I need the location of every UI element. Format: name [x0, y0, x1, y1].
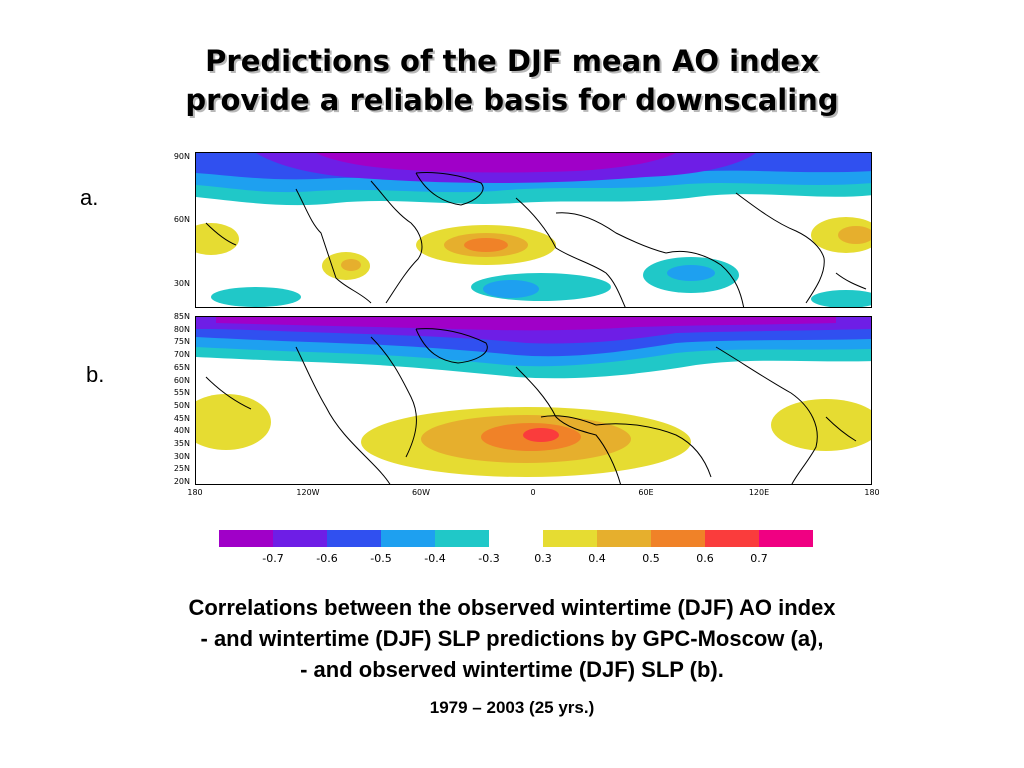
panel-a-map	[195, 152, 872, 308]
lat-tick: 25N	[173, 464, 190, 474]
lat-tick: 70N	[173, 350, 190, 360]
lon-tick: 120W	[296, 488, 320, 497]
lon-tick: 180	[864, 488, 880, 497]
colorbar-swatch	[381, 530, 435, 547]
colorbar-label: -0.5	[370, 552, 392, 565]
title-line-1: Predictions of the DJF mean AO index	[205, 44, 819, 78]
lat-tick: 60N	[173, 215, 190, 224]
panel-a-label: a.	[80, 185, 99, 210]
lon-tick: 180	[187, 488, 203, 497]
lon-tick: 0	[530, 488, 536, 497]
colorbar-negative	[219, 530, 489, 547]
panel-a: 90N 60N 30N	[160, 152, 890, 312]
colorbar-label: 0.6	[696, 552, 714, 565]
lat-tick: 20N	[173, 477, 190, 486]
panel-a-correlation-field	[196, 153, 871, 307]
lat-tick: 90N	[173, 152, 190, 161]
colorbar-positive	[543, 530, 813, 547]
lat-tick: 30N	[173, 451, 190, 461]
lat-tick: 85N	[173, 312, 190, 321]
colorbar-label: -0.3	[478, 552, 500, 565]
lat-tick: 45N	[173, 413, 190, 423]
figure-caption: Correlations between the observed winter…	[0, 592, 1024, 685]
panel-b-map	[195, 316, 872, 485]
lat-tick: 65N	[173, 362, 190, 372]
lat-tick: 40N	[173, 426, 190, 436]
colorbar-swatch	[543, 530, 597, 547]
colorbar-swatch	[705, 530, 759, 547]
colorbar-swatch	[759, 530, 813, 547]
lat-tick: 75N	[173, 337, 190, 347]
lat-tick: 50N	[173, 400, 190, 410]
caption-years: 1979 – 2003 (25 yrs.)	[429, 698, 595, 717]
colorbar-swatch	[273, 530, 327, 547]
lon-tick: 120E	[748, 488, 770, 497]
colorbar-swatch	[219, 530, 273, 547]
colorbar-swatch	[435, 530, 489, 547]
panel-b-label: b.	[86, 362, 105, 387]
lat-tick: 80N	[173, 324, 190, 334]
colorbar-label: 0.7	[750, 552, 768, 565]
colorbar-label: 0.3	[534, 552, 552, 565]
colorbar-swatch	[597, 530, 651, 547]
colorbar-label: 0.4	[588, 552, 606, 565]
title-line-2: provide a reliable basis for downscaling	[185, 83, 839, 117]
slide-title: Predictions of the DJF mean AO index pro…	[0, 42, 1024, 120]
lat-tick: 60N	[173, 375, 190, 385]
panel-b: 85N 80N 75N 70N 65N 60N 55N 50N 45N 40N …	[160, 312, 890, 502]
colorbar-swatch	[327, 530, 381, 547]
lat-tick: 35N	[173, 439, 190, 448]
lat-tick: 30N	[173, 279, 190, 288]
lon-tick: 60E	[638, 488, 654, 497]
caption-line-1: Correlations between the observed winter…	[188, 595, 836, 620]
colorbar-label: 0.5	[642, 552, 660, 565]
lat-tick: 55N	[173, 388, 190, 398]
colorbar-label: -0.7	[262, 552, 284, 565]
lon-tick: 60W	[411, 488, 431, 497]
caption-line-2: - and wintertime (DJF) SLP predictions b…	[200, 626, 824, 651]
caption-line-3: - and observed wintertime (DJF) SLP (b).	[300, 657, 724, 682]
colorbar-label: -0.4	[424, 552, 446, 565]
colorbar-label: -0.6	[316, 552, 338, 565]
panel-b-correlation-field	[196, 317, 871, 484]
colorbar-swatch	[651, 530, 705, 547]
